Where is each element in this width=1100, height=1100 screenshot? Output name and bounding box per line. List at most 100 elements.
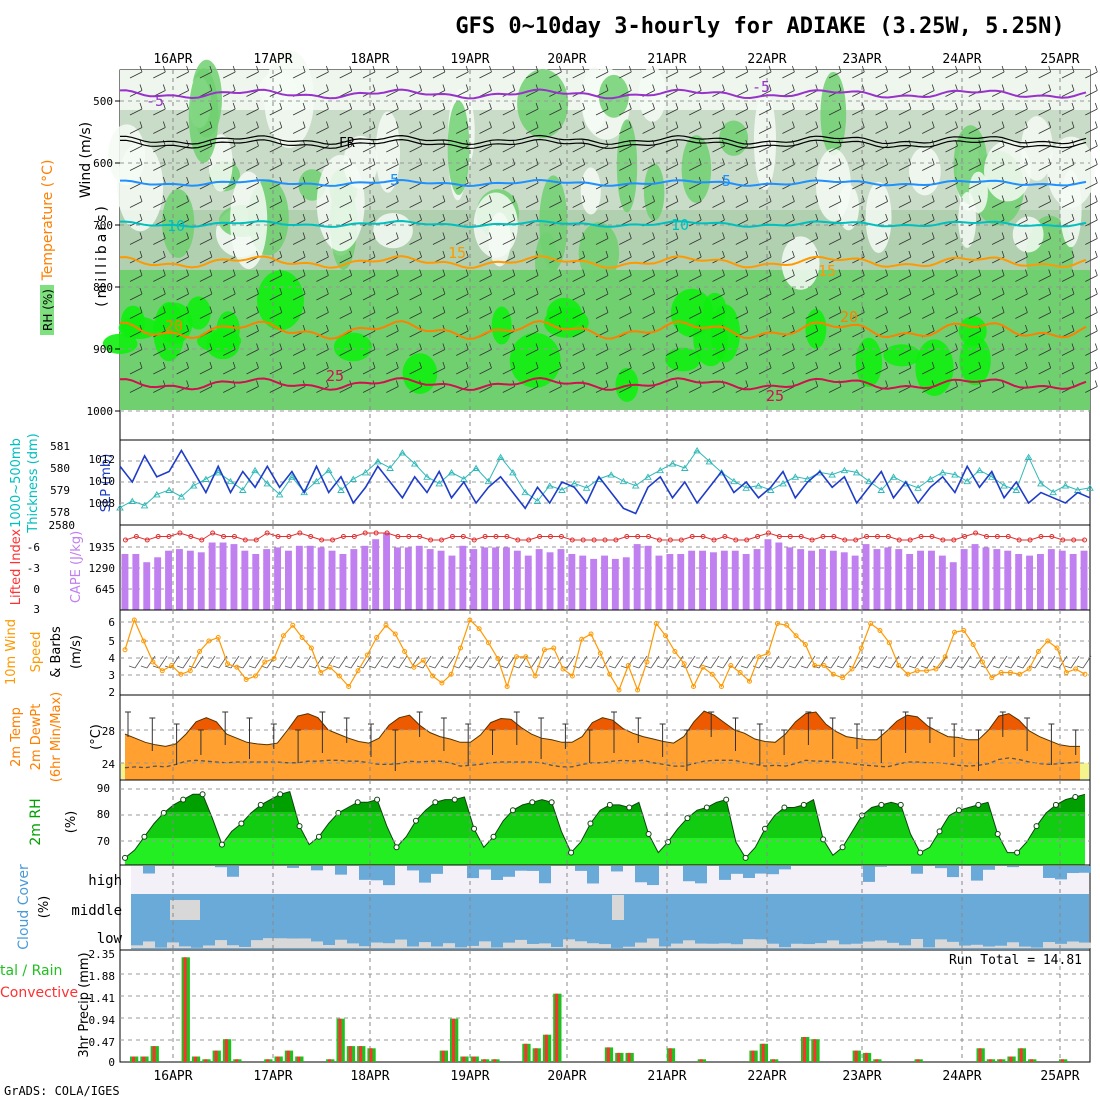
wind-barb (828, 269, 842, 282)
cape-bar (230, 544, 238, 610)
wind-barb (362, 287, 376, 301)
wind-barb (782, 250, 795, 264)
wind-speed-marker (979, 659, 985, 665)
li-marker (1060, 537, 1066, 543)
wind-barb (502, 65, 516, 79)
wind-speed-marker (504, 684, 510, 689)
wind-barb (945, 121, 958, 134)
wind-barb (339, 195, 353, 208)
contour-line (119, 376, 1087, 391)
li-marker (700, 534, 706, 539)
cape-bar (949, 562, 957, 610)
wind-barb (246, 139, 259, 153)
wind-speed-marker (1007, 670, 1013, 675)
wind-barb (805, 269, 819, 282)
cape-bar (350, 549, 358, 610)
rh-blob (580, 167, 601, 215)
wind-barb (339, 84, 353, 97)
rh-marker (568, 849, 575, 856)
thickness-label-b: Thickness (dm) (26, 433, 41, 533)
wind-barb (595, 232, 609, 245)
thickness-marker (926, 475, 935, 482)
thickness-marker (558, 486, 566, 493)
rh-marker (412, 817, 419, 824)
contour-label: 20 (840, 308, 858, 326)
wind-barb (735, 232, 749, 245)
wind-barb (776, 655, 792, 669)
thickness-marker (1000, 482, 1008, 489)
wind-barb (316, 361, 329, 375)
minmax-bar (368, 723, 374, 757)
wind-barb (735, 195, 749, 208)
wind-barb (1085, 232, 1098, 245)
wind-barb (642, 232, 655, 245)
precip-conv-bar (286, 1050, 290, 1062)
wind-barb (898, 232, 912, 245)
wind-barb (595, 287, 609, 301)
wind-barb (619, 232, 632, 245)
rh-marker (141, 833, 148, 840)
wind-barb (712, 121, 725, 134)
wind-barb (735, 343, 749, 356)
thickness-marker (766, 486, 775, 493)
cape-bar (394, 547, 401, 610)
wind-barb (642, 65, 655, 79)
wind-barb (176, 269, 189, 282)
wind-barb (432, 232, 446, 245)
cape-bar (611, 558, 619, 610)
wind-barb (339, 232, 353, 245)
slp-tick: 1010 (89, 475, 116, 488)
wind-barb (642, 343, 655, 356)
wind-speed-marker (774, 621, 780, 626)
li-marker (166, 534, 172, 539)
cloud-mid-bar (612, 895, 624, 920)
wind-barb (308, 655, 324, 669)
minmax-bar (246, 717, 253, 759)
wind-speed-marker (206, 638, 212, 644)
cape-bar (677, 554, 685, 610)
wind-barb (898, 269, 912, 282)
wind-barb (945, 195, 958, 208)
wind-speed-marker (597, 650, 603, 656)
cloud-low-bar (815, 943, 827, 948)
wind-barb (665, 232, 679, 245)
wind-barb (595, 84, 609, 97)
wind-speed-marker (886, 640, 892, 646)
wind-barb (782, 361, 795, 375)
wind-barb (735, 158, 749, 171)
li-marker (744, 537, 750, 543)
wind-barb (595, 250, 609, 264)
wind-barb (991, 306, 1005, 319)
cape-bar (448, 555, 456, 610)
thickness-marker (951, 471, 959, 478)
cape-bar (873, 549, 881, 610)
cloud-low-bar (587, 943, 599, 948)
li-marker (1049, 534, 1055, 539)
li-marker (1016, 537, 1022, 543)
li-marker (395, 534, 401, 539)
date-label: 19APR (450, 52, 489, 67)
minmax-bar (902, 711, 909, 753)
wind-barb (269, 102, 283, 116)
precip-conv-bar (751, 1050, 755, 1062)
wind-barb (758, 65, 772, 79)
wind-barb (476, 655, 492, 669)
wind-barb (129, 195, 143, 208)
wind-barb (991, 232, 1005, 245)
wind-barb (992, 655, 1008, 669)
cape-bar (274, 547, 281, 610)
precip-conv-bar (617, 1052, 621, 1062)
wind-barb (805, 343, 819, 356)
wind-barb (525, 343, 539, 356)
wind-barb (432, 195, 446, 208)
wind-barb (525, 65, 539, 79)
cloud-low-bar (911, 939, 923, 948)
cape-bar (154, 557, 162, 610)
wind-barb (898, 139, 912, 153)
li-marker (460, 534, 466, 539)
li-marker (983, 534, 989, 539)
wind-barb (223, 65, 236, 79)
cloud-low-bar (551, 947, 563, 948)
precip-conv-bar (297, 1056, 301, 1062)
wind-barb (1015, 287, 1028, 301)
